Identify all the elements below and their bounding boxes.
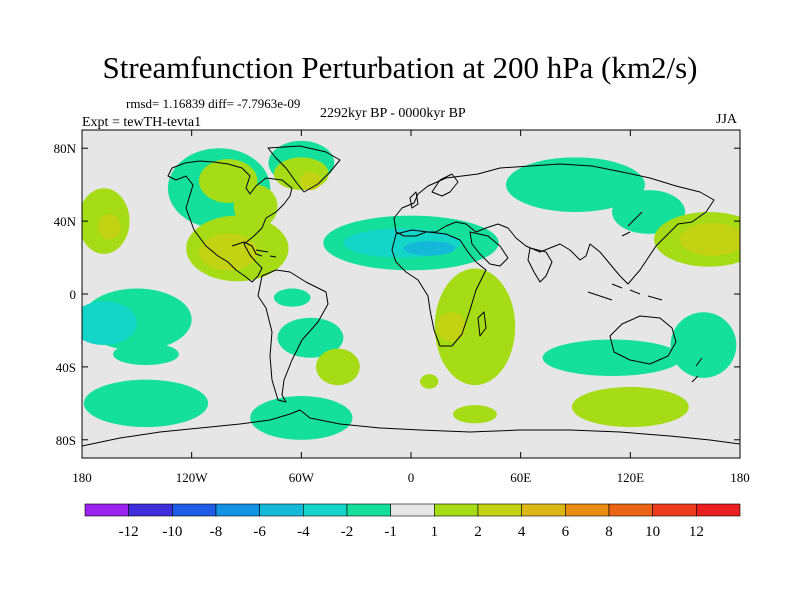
colorbar-label: 12 [689, 524, 704, 540]
colorbar-label: 10 [645, 524, 660, 540]
coastline-arabia [469, 231, 509, 267]
coastline-new-zealand [691, 357, 703, 383]
colorbar-swatch [434, 503, 479, 517]
contour-region-9 [198, 233, 258, 271]
lon-tick-label: 180 [730, 470, 750, 485]
coastline-indonesia [587, 283, 663, 301]
contour-regions [82, 140, 740, 440]
coastlines [82, 145, 740, 447]
lat-tick-label: 80S [56, 433, 76, 448]
colorbar-swatch [696, 503, 741, 517]
colorbar-swatch [84, 503, 129, 517]
colorbar-swatch [477, 503, 522, 517]
colorbar-label: 8 [605, 524, 613, 540]
coastline-australia [609, 315, 677, 365]
colorbar: -12 -10 -8 -6 -4 -2 -1 1 2 4 6 8 10 12 [84, 503, 741, 540]
contour-region-13 [403, 241, 455, 256]
colorbar-swatch [346, 503, 391, 517]
colorbar-swatch [608, 503, 653, 517]
lat-tick-label: 0 [70, 287, 77, 302]
contour-region-25 [542, 339, 682, 376]
contour-region-10 [273, 288, 311, 307]
contour-region-14 [434, 268, 516, 386]
coastline-north-america [167, 160, 293, 283]
lat-tick-label: 40S [56, 360, 76, 375]
coastline-scandinavia [431, 173, 459, 197]
colorbar-label: -1 [384, 524, 397, 540]
coastline-caribbean [255, 249, 277, 258]
contour-region-31 [420, 374, 439, 389]
colorbar-swatch [303, 503, 348, 517]
colorbar-swatch [259, 503, 304, 517]
colorbar-label: -6 [253, 524, 266, 540]
lon-tick-label: 60W [289, 470, 315, 485]
lat-tick-label: 80N [54, 141, 77, 156]
contour-region-7 [299, 171, 322, 191]
colorbar-swatch [215, 503, 260, 517]
lon-tick-label: 60E [510, 470, 531, 485]
contour-region-16 [506, 157, 645, 213]
colorbar-label: -8 [210, 524, 223, 540]
lon-tick-label: 120E [617, 470, 645, 485]
time-period-label: 2292kyr BP - 0000kyr BP [320, 106, 466, 121]
coastline-antarctica [82, 409, 740, 447]
coastline-south-america [257, 269, 329, 403]
contour-region-21 [82, 301, 137, 346]
colorbar-label: -4 [297, 524, 310, 540]
rmsd-diff-stats: rmsd= 1.16839 diff= -7.7963e-09 [126, 96, 301, 111]
coastline-africa [391, 229, 487, 347]
colorbar-label: 4 [518, 524, 526, 540]
coastline-madagascar [477, 311, 487, 337]
lon-tick-label: 180 [72, 470, 92, 485]
colorbar-label: 1 [431, 524, 439, 540]
coastline-greenland [267, 145, 341, 193]
plot-title: Streamfunction Perturbation at 200 hPa (… [102, 50, 698, 85]
contour-region-24 [315, 348, 360, 386]
coastline-eurasia [393, 163, 715, 285]
colorbar-label: 6 [562, 524, 570, 540]
colorbar-label: -10 [162, 524, 182, 540]
contour-region-19 [679, 222, 740, 256]
contour-region-29 [571, 386, 689, 428]
lat-tick-label: 40N [54, 214, 77, 229]
coastline-japan [621, 211, 643, 237]
contour-region-1 [98, 213, 121, 240]
colorbar-swatch [390, 503, 435, 517]
colorbar-swatch [172, 503, 217, 517]
coastline-uk [409, 191, 419, 209]
colorbar-label: -2 [341, 524, 354, 540]
contour-region-28 [250, 396, 353, 440]
experiment-label: Expt = tewTH-tevta1 [82, 115, 202, 130]
axis-tick-labels: 80N 40N 0 40S 80S 180 120W 60W 0 60E 120E 180 [54, 141, 750, 485]
colorbar-swatch [652, 503, 697, 517]
contour-region-15 [436, 312, 466, 342]
colorbar-swatch [521, 503, 566, 517]
contour-region-23 [113, 343, 179, 366]
colorbar-label: 2 [474, 524, 482, 540]
contour-region-27 [83, 379, 209, 428]
contour-region-26 [670, 312, 737, 378]
colorbar-swatch [565, 503, 610, 517]
axis-ticks [81, 130, 741, 458]
coastline-gulf-florida [231, 241, 263, 257]
colorbar-swatch [128, 503, 173, 517]
coastline-india [527, 247, 553, 283]
contour-region-22 [277, 317, 344, 358]
colorbar-label: -12 [119, 524, 139, 540]
season-label: JJA [716, 112, 738, 127]
lon-tick-label: 120W [176, 470, 209, 485]
lon-tick-label: 0 [408, 470, 415, 485]
contour-region-30 [453, 405, 497, 424]
